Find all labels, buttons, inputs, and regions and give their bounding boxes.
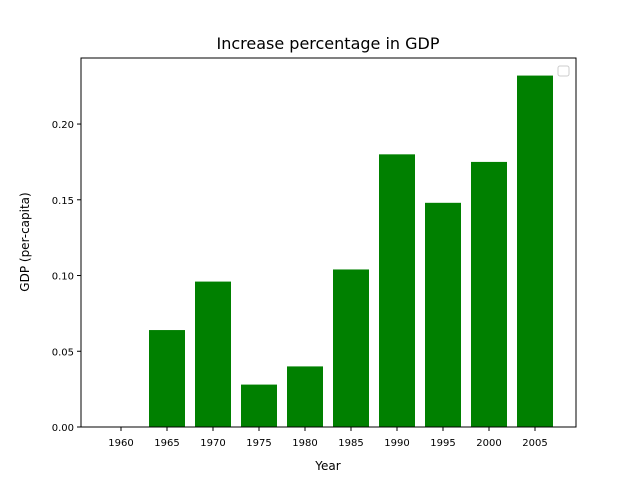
bar-1980 (287, 366, 323, 427)
bar-2005 (517, 75, 553, 428)
chart-title: Increase percentage in GDP (216, 34, 439, 53)
bar-2000 (471, 161, 507, 427)
bar-1990 (379, 154, 415, 427)
x-tick-label: 1980 (292, 438, 317, 449)
y-axis-ticks: 0.00 0.05 0.10 0.15 0.20 (52, 120, 81, 434)
bar-series (149, 75, 553, 428)
bar-1995 (425, 202, 461, 427)
x-tick-label: 1975 (246, 438, 271, 449)
x-tick-label: 1965 (154, 438, 179, 449)
bar-1965 (149, 330, 185, 427)
bar-1970 (195, 281, 231, 427)
x-tick-label: 1960 (108, 438, 133, 449)
plot-frame (80, 57, 577, 428)
y-axis-label: GDP (per-capita) (18, 192, 32, 291)
x-axis-ticks: 1960 1965 1970 1975 1980 1985 1990 1995 2000 2005 (108, 427, 548, 449)
y-tick-label: 0.20 (52, 120, 74, 131)
y-tick-label: 0.05 (52, 347, 74, 358)
y-tick-label: 0.10 (52, 272, 74, 283)
y-tick-label: 0.00 (52, 423, 74, 434)
x-tick-label: 1970 (200, 438, 225, 449)
bar-1985 (333, 269, 369, 427)
x-tick-label: 2005 (522, 438, 547, 449)
legend-box (557, 65, 570, 77)
x-axis-label: Year (314, 459, 340, 473)
x-tick-label: 2000 (476, 438, 501, 449)
bar-1975 (241, 384, 277, 427)
x-tick-label: 1985 (338, 438, 363, 449)
y-tick-label: 0.15 (52, 196, 74, 207)
x-tick-label: 1995 (430, 438, 455, 449)
x-tick-label: 1990 (384, 438, 409, 449)
